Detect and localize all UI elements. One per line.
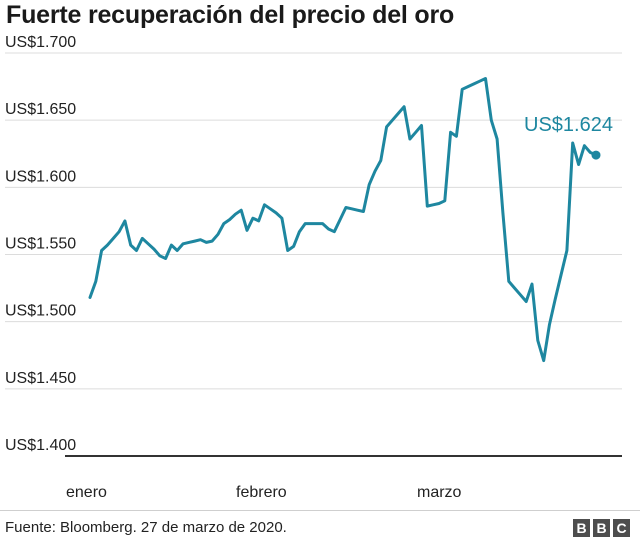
last-value-marker bbox=[591, 150, 601, 160]
x-tick-label: enero bbox=[66, 484, 107, 501]
y-tick-label: US$1.400 bbox=[5, 437, 76, 454]
price-line bbox=[88, 77, 598, 363]
gridlines bbox=[5, 52, 622, 390]
x-axis-ticks: enero febrero marzo bbox=[66, 484, 462, 501]
x-tick-label: febrero bbox=[236, 484, 287, 501]
y-tick-label: US$1.600 bbox=[5, 168, 76, 185]
logo-letter: B bbox=[593, 519, 610, 537]
last-value-annotation: US$1.624 bbox=[524, 114, 613, 136]
source-note: Fuente: Bloomberg. 27 de marzo de 2020. bbox=[5, 519, 287, 536]
y-tick-label: US$1.450 bbox=[5, 370, 76, 387]
y-tick-label: US$1.700 bbox=[5, 34, 76, 51]
bbc-logo: B B C bbox=[573, 519, 630, 537]
x-tick-label: marzo bbox=[417, 484, 462, 501]
y-tick-label: US$1.550 bbox=[5, 236, 76, 253]
y-tick-label: US$1.650 bbox=[5, 101, 76, 118]
line-chart: US$1.700 US$1.650 US$1.600 US$1.550 US$1.500… bbox=[5, 34, 622, 501]
chart-title: Fuerte recuperación del precio del oro bbox=[6, 1, 455, 29]
footer-divider bbox=[0, 510, 640, 511]
logo-letter: B bbox=[573, 519, 590, 537]
y-axis-ticks: US$1.700 US$1.650 US$1.600 US$1.550 US$1.500… bbox=[5, 34, 76, 454]
y-tick-label: US$1.500 bbox=[5, 303, 76, 320]
logo-letter: C bbox=[613, 519, 630, 537]
